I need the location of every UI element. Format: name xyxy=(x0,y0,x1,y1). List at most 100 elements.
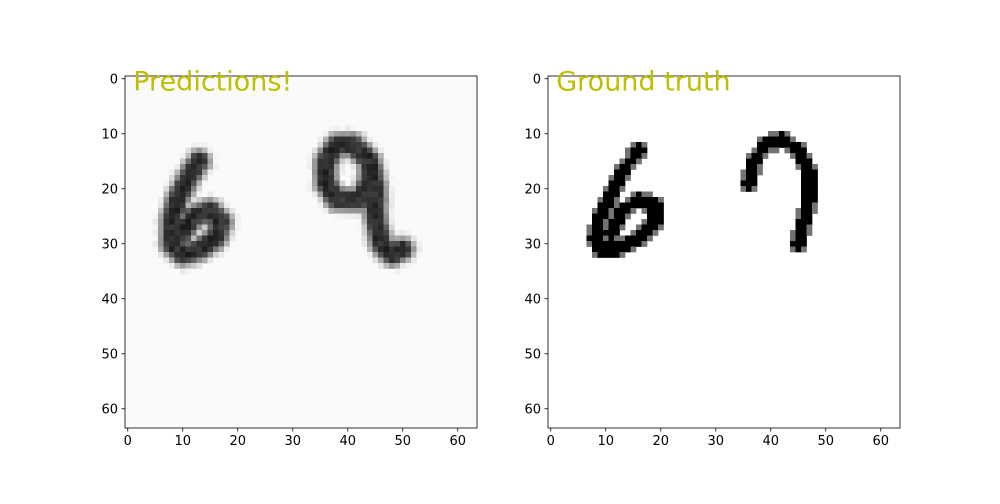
pixel xyxy=(180,241,186,247)
pixel xyxy=(367,235,373,242)
pixel xyxy=(762,153,769,159)
pixel xyxy=(762,147,769,154)
pixel xyxy=(367,241,373,247)
pixel xyxy=(350,125,357,132)
pixel xyxy=(169,257,175,264)
pixel xyxy=(339,186,346,192)
pixel xyxy=(636,241,642,247)
pixel xyxy=(641,235,648,242)
pixel xyxy=(652,219,659,225)
pixel xyxy=(185,257,192,264)
pixel xyxy=(630,142,637,148)
pixel xyxy=(180,191,186,198)
pixel xyxy=(801,213,807,220)
pixel xyxy=(339,213,346,220)
pixel xyxy=(196,186,203,192)
pixel xyxy=(757,153,763,159)
pixel xyxy=(317,169,324,176)
pixel xyxy=(328,202,335,209)
pixel xyxy=(328,147,335,154)
x-tick-label: 20 xyxy=(652,434,669,449)
y-tick-label: 60 xyxy=(101,402,118,417)
pixel xyxy=(625,153,631,159)
pixel xyxy=(367,164,373,170)
pixel xyxy=(652,202,659,209)
x-tick-label: 0 xyxy=(547,434,555,449)
pixel xyxy=(746,169,752,176)
pixel xyxy=(378,208,384,214)
pixel xyxy=(191,175,197,181)
pixel xyxy=(625,208,631,214)
pixel xyxy=(614,197,620,203)
pixel xyxy=(180,230,186,236)
pixel xyxy=(630,241,637,247)
pixel xyxy=(625,202,631,209)
pixel xyxy=(597,224,604,231)
pixel xyxy=(812,186,818,192)
pixel xyxy=(603,202,609,209)
pixel xyxy=(174,197,181,203)
pixel xyxy=(213,235,219,242)
pixel xyxy=(196,241,203,247)
pixel xyxy=(174,230,181,236)
pixel xyxy=(323,131,329,137)
pixel xyxy=(372,197,379,203)
pixel xyxy=(784,131,791,137)
pixel xyxy=(339,169,346,176)
pixel xyxy=(757,158,763,165)
pixel xyxy=(806,153,813,159)
pixel xyxy=(334,142,340,148)
pixel xyxy=(378,235,384,242)
pixel xyxy=(196,208,203,214)
pixel xyxy=(619,252,626,258)
pixel xyxy=(367,219,373,225)
pixel xyxy=(603,213,609,220)
pixel xyxy=(372,186,379,192)
pixel xyxy=(784,136,791,143)
pixel xyxy=(334,147,340,154)
y-tick-label: 40 xyxy=(524,292,541,307)
pixel xyxy=(614,169,620,176)
pixel xyxy=(229,224,236,231)
pixel xyxy=(163,213,170,220)
x-tick-label: 10 xyxy=(597,434,614,449)
pixel xyxy=(185,197,192,203)
pixel xyxy=(174,219,181,225)
pixel xyxy=(389,246,395,253)
pixel xyxy=(367,224,373,231)
pixel xyxy=(625,164,631,170)
image-pixels xyxy=(152,125,423,275)
pixel xyxy=(751,175,758,181)
pixel xyxy=(350,175,357,181)
x-tick-label: 30 xyxy=(284,434,301,449)
pixel xyxy=(191,252,197,258)
pixel xyxy=(185,246,192,253)
pixel xyxy=(625,246,631,253)
pixel xyxy=(350,164,357,170)
pixel xyxy=(636,153,642,159)
pixel xyxy=(229,219,236,225)
pixel xyxy=(185,208,192,214)
pixel xyxy=(751,186,758,192)
pixel xyxy=(361,202,368,209)
pixel xyxy=(196,263,203,269)
pixel xyxy=(345,153,351,159)
pixel xyxy=(174,180,181,187)
pixel xyxy=(350,197,357,203)
pixel xyxy=(641,224,648,231)
pixel xyxy=(619,235,626,242)
pixel xyxy=(389,208,395,214)
pixel xyxy=(202,197,208,203)
pixel xyxy=(356,131,362,137)
pixel xyxy=(372,164,379,170)
pixel xyxy=(641,241,648,247)
pixel xyxy=(784,142,791,148)
pixel xyxy=(356,164,362,170)
pixel xyxy=(608,224,615,231)
pixel xyxy=(196,169,203,176)
pixel xyxy=(608,252,615,258)
pixel xyxy=(207,153,214,159)
pixel xyxy=(790,235,796,242)
pixel xyxy=(641,142,648,148)
pixel xyxy=(185,224,192,231)
